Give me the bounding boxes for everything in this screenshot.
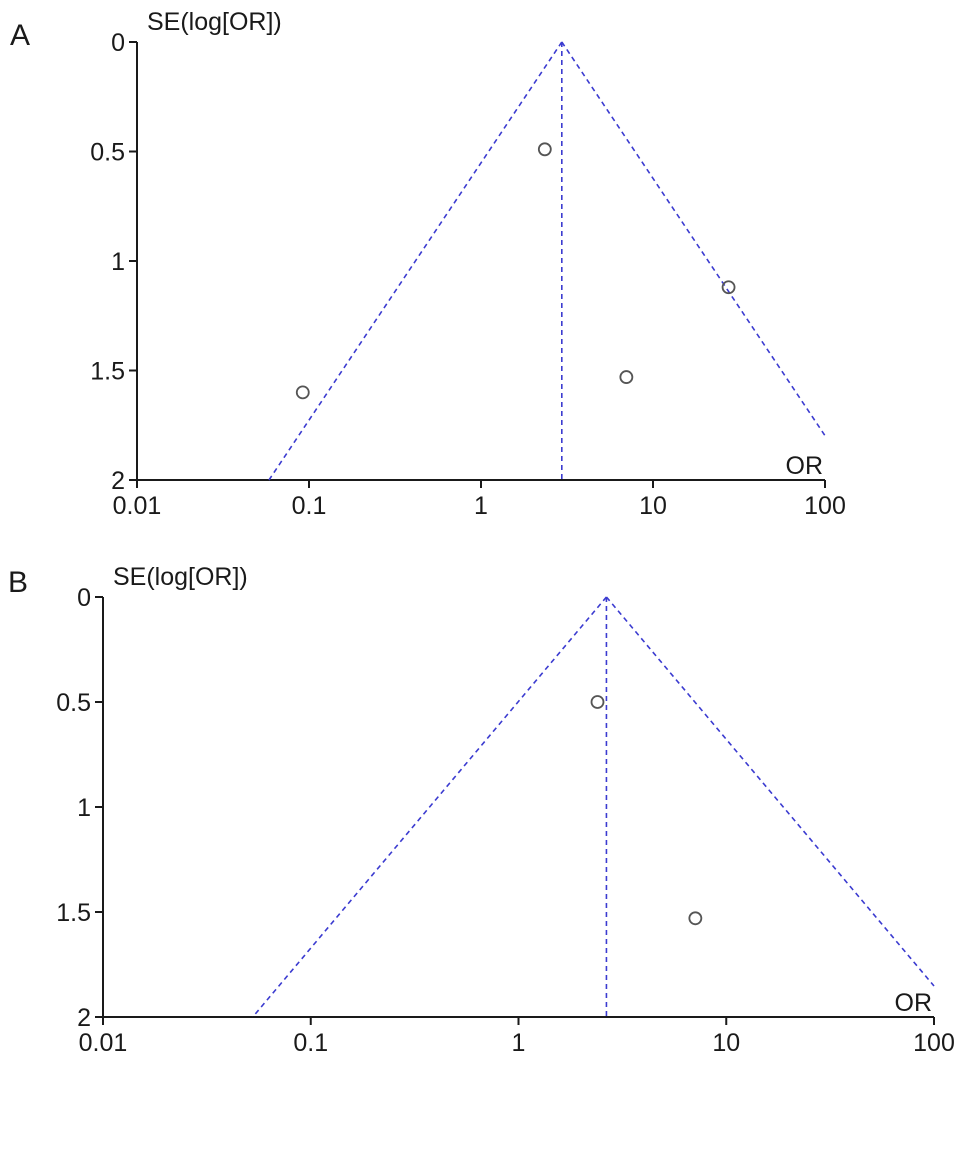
y-tick-label: 1.5	[56, 899, 91, 927]
study-point	[721, 280, 736, 295]
study-point	[590, 695, 605, 709]
y-tick-label: 0	[77, 584, 91, 612]
x-tick-label: 10	[639, 492, 667, 520]
funnel-plot-panel-b: B 0 0.5 1 1.5 20.01 0.1 1 10 100 SE(log[OR]) OR	[8, 563, 955, 1057]
x-tick-label: 0.01	[79, 1029, 128, 1057]
x-axis-title: OR	[895, 989, 933, 1017]
funnel-left-boundary	[268, 41, 563, 481]
study-point	[619, 370, 634, 384]
y-axis-title: SE(log[OR])	[147, 8, 282, 36]
y-tick-label: 2	[111, 467, 125, 495]
funnel-plot-panel-a: A 0 0.5 1 1.5 20.01 0.1 1 10 100 SE(log[OR]) OR	[10, 8, 846, 520]
x-tick-label: 10	[712, 1029, 740, 1057]
x-axis-title: OR	[786, 452, 824, 480]
y-tick-label: 1	[111, 248, 125, 276]
funnel-right-boundary	[561, 41, 826, 437]
study-point	[688, 911, 703, 926]
funnel-right-boundary	[605, 596, 935, 987]
y-tick-label: 1	[77, 794, 91, 822]
x-tick-label: 0.01	[113, 492, 162, 520]
x-tick-label: 1	[474, 492, 488, 520]
y-tick-label: 0.5	[90, 139, 125, 167]
study-point	[537, 142, 552, 157]
panel-label: A	[10, 19, 30, 52]
x-tick-label: 1	[512, 1029, 526, 1057]
study-point	[295, 385, 310, 400]
y-tick-label: 0	[111, 29, 125, 57]
panel-label: B	[8, 566, 28, 599]
funnel-left-boundary	[252, 596, 608, 1018]
y-tick-label: 2	[77, 1004, 91, 1032]
y-tick-label: 0.5	[56, 689, 91, 717]
x-tick-label: 100	[913, 1029, 955, 1057]
x-tick-label: 0.1	[293, 1029, 328, 1057]
y-tick-label: 1.5	[90, 358, 125, 386]
x-tick-label: 100	[804, 492, 846, 520]
y-axis-title: SE(log[OR])	[113, 563, 248, 591]
x-tick-label: 0.1	[292, 492, 327, 520]
